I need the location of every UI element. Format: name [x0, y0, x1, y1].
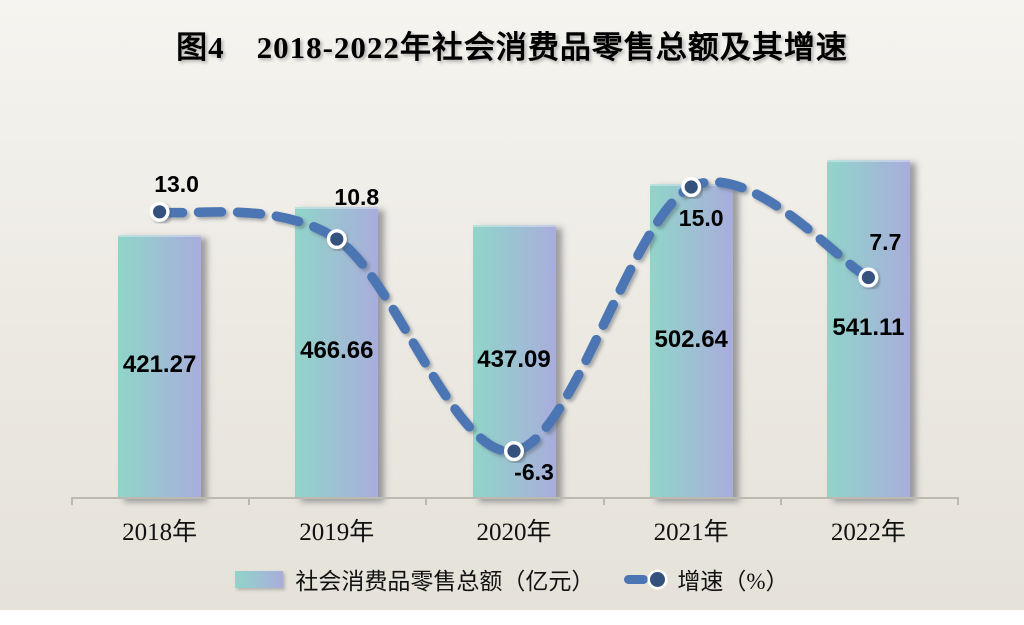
growth-value-label: 15.0 [678, 205, 724, 231]
x-axis-ticks-layer [71, 497, 959, 505]
legend-bar-label: 社会消费品零售总额（亿元） [295, 569, 595, 594]
x-axis-label: 2021年 [653, 519, 729, 546]
bar-value-label: 541.11 [832, 313, 905, 341]
x-axis-tick [248, 497, 251, 505]
x-axis-line [71, 497, 957, 499]
growth-value-label: 13.0 [154, 170, 199, 197]
legend: 社会消费品零售总额（亿元） 增速（%） [0, 563, 1024, 595]
chart-title: 图4 2018-2022年社会消费品零售总额及其增速 [176, 30, 848, 65]
x-axis-label: 2022年 [830, 519, 906, 546]
bar-value-label: 421.27 [122, 351, 197, 378]
x-axis-labels-layer: 2018年 2019年 2020年 2021年 2022年 [122, 519, 906, 546]
bar-value-label: 502.64 [654, 325, 728, 353]
legend-line-icon [624, 571, 666, 587]
x-axis-tick [957, 497, 959, 505]
growth-value-label: 7.7 [869, 228, 902, 255]
bar-value-label: 466.66 [300, 336, 374, 364]
growth-value-labels-layer: 13.0 10.8 -6.3 15.0 7.7 [154, 170, 902, 486]
legend-line-label: 增速（%） [677, 569, 789, 594]
growth-value-label: -6.3 [514, 459, 554, 486]
x-axis-label: 2020年 [476, 519, 552, 546]
bar-value-labels-layer: 421.27 466.66 437.09 502.64 541.11 [122, 313, 905, 378]
x-axis-tick [71, 497, 73, 505]
legend-dash-icon [624, 574, 649, 584]
x-axis-label: 2019年 [299, 519, 375, 546]
x-axis-tick [602, 497, 605, 505]
x-axis-label: 2018年 [122, 519, 198, 546]
x-axis-tick [779, 497, 782, 505]
chart-canvas: 图4 2018-2022年社会消费品零售总额及其增速 421.27 466.66 4… [0, 0, 1024, 610]
legend-bar-swatch-icon [235, 570, 284, 588]
growth-value-label: 10.8 [334, 184, 380, 211]
bar-value-label: 437.09 [477, 346, 551, 374]
x-axis-tick [425, 497, 428, 505]
legend-dot-icon [650, 571, 666, 587]
